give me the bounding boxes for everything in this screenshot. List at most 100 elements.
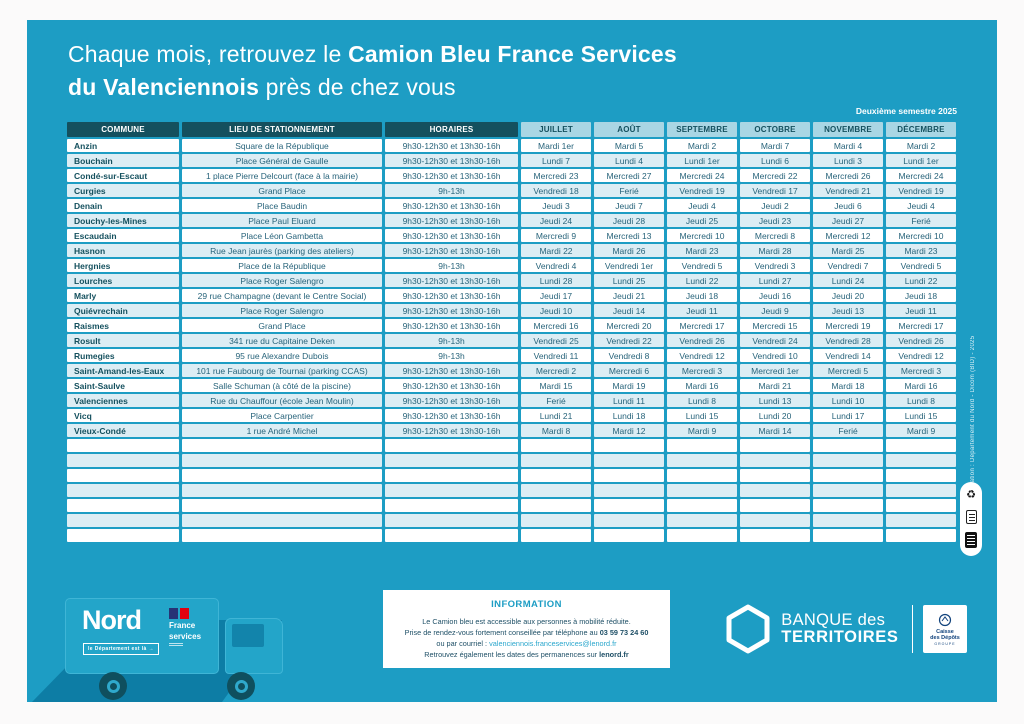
cell-month-date: Lundi 10 [813, 394, 883, 407]
cell-commune: Condé-sur-Escaut [67, 169, 179, 182]
cell-empty [813, 469, 883, 482]
table-row: Rumegies 95 rue Alexandre Dubois 9h-13h Ven… [67, 349, 956, 362]
cell-month-date: Vendredi 17 [740, 184, 810, 197]
camion-bleu-illustration: Nord le Département est là → France serv… [55, 586, 295, 702]
cell-empty [594, 439, 664, 452]
cell-empty [385, 469, 518, 482]
cell-empty [667, 529, 737, 542]
cell-month-date: Vendredi 5 [667, 259, 737, 272]
cell-lieu: Place Roger Salengro [182, 304, 382, 317]
caisse-name-line2: des Dépôts [930, 634, 960, 641]
info-line-2: Prise de rendez-vous fortement conseillé… [383, 627, 670, 638]
cell-month-date: Ferié [886, 214, 956, 227]
cell-lieu: Grand Place [182, 184, 382, 197]
email-link[interactable]: valenciennois.franceservices@lenord.fr [489, 639, 617, 648]
cell-month-date: Jeudi 11 [667, 304, 737, 317]
cell-empty [521, 469, 591, 482]
cell-month-date: Mercredi 8 [740, 229, 810, 242]
cell-horaires: 9h-13h [385, 349, 518, 362]
cell-month-date: Vendredi 3 [740, 259, 810, 272]
cell-empty [740, 514, 810, 527]
cell-empty [667, 439, 737, 452]
cell-month-date: Vendredi 14 [813, 349, 883, 362]
cell-month-date: Mercredi 3 [667, 364, 737, 377]
table-row: Vieux-Condé 1 rue André Michel 9h30-12h30 … [67, 424, 956, 437]
column-header-octobre: OCTOBRE [740, 122, 810, 137]
cell-month-date: Mardi 14 [740, 424, 810, 437]
table-row: Raismes Grand Place 9h30-12h30 et 13h30-16… [67, 319, 956, 332]
cell-commune: Anzin [67, 139, 179, 152]
phone-number: 03 59 73 24 60 [599, 628, 649, 637]
title-line-1: Chaque mois, retrouvez le Camion Bleu Fr… [68, 38, 677, 71]
cell-month-date: Vendredi 26 [886, 334, 956, 347]
france-services-name-line2: services [169, 632, 202, 641]
cell-month-date: Lundi 11 [594, 394, 664, 407]
cell-horaires: 9h30-12h30 et 13h30-16h [385, 214, 518, 227]
france-services-name-line1: France [169, 621, 196, 630]
cell-horaires: 9h30-12h30 et 13h30-16h [385, 424, 518, 437]
table-row: Valenciennes Rue du Chauffour (école Jean… [67, 394, 956, 407]
cell-lieu: 1 rue André Michel [182, 424, 382, 437]
table-row: Rosult 341 rue du Capitaine Deken 9h-13h Ve… [67, 334, 956, 347]
cell-month-date: Mardi 26 [594, 244, 664, 257]
cell-commune: Rumegies [67, 349, 179, 362]
cell-month-date: Jeudi 14 [594, 304, 664, 317]
cell-lieu: 101 rue Faubourg de Tournai (parking CCA… [182, 364, 382, 377]
cell-commune: Curgies [67, 184, 179, 197]
cell-empty [594, 529, 664, 542]
cell-horaires: 9h30-12h30 et 13h30-16h [385, 319, 518, 332]
cell-month-date: Jeudi 20 [813, 289, 883, 302]
cell-month-date: Lundi 24 [813, 274, 883, 287]
cell-horaires: 9h30-12h30 et 13h30-16h [385, 304, 518, 317]
cell-empty [813, 499, 883, 512]
cell-horaires: 9h30-12h30 et 13h30-16h [385, 394, 518, 407]
cell-month-date: Vendredi 11 [521, 349, 591, 362]
cell-empty [521, 439, 591, 452]
info-line2-text: Prise de rendez-vous fortement conseillé… [404, 628, 598, 637]
table-row-empty [67, 469, 956, 482]
info-line4-text: Retrouvez également les dates des perman… [424, 650, 598, 659]
cell-month-date: Jeudi 3 [521, 199, 591, 212]
cell-commune: Vicq [67, 409, 179, 422]
cell-month-date: Mardi 2 [667, 139, 737, 152]
website-label: lenord.fr [599, 650, 629, 659]
cell-empty [182, 454, 382, 467]
cell-empty [594, 514, 664, 527]
cell-horaires: 9h30-12h30 et 13h30-16h [385, 169, 518, 182]
cell-month-date: Jeudi 13 [813, 304, 883, 317]
cell-month-date: Vendredi 24 [740, 334, 810, 347]
cell-month-date: Mercredi 19 [813, 319, 883, 332]
cell-month-date: Mardi 16 [667, 379, 737, 392]
cell-month-date: Mardi 22 [521, 244, 591, 257]
column-header-septembre: SEPTEMBRE [667, 122, 737, 137]
cell-empty [740, 469, 810, 482]
cell-empty [67, 499, 179, 512]
cell-empty [667, 469, 737, 482]
table-header-row: COMMUNE LIEU DE STATIONNEMENT HORAIRES J… [67, 122, 956, 137]
cell-empty [813, 454, 883, 467]
cell-month-date: Lundi 3 [813, 154, 883, 167]
table-row-empty [67, 484, 956, 497]
cell-month-date: Vendredi 4 [521, 259, 591, 272]
nord-tagline: le Département est là → [83, 643, 159, 655]
cell-empty [182, 499, 382, 512]
cell-month-date: Mardi 15 [521, 379, 591, 392]
cell-empty [385, 529, 518, 542]
cell-month-date: Vendredi 1er [594, 259, 664, 272]
cell-empty [667, 499, 737, 512]
caisse-name: Caisse des Dépôts [930, 629, 960, 641]
cell-month-date: Mercredi 5 [813, 364, 883, 377]
cell-month-date: Lundi 28 [521, 274, 591, 287]
cell-empty [67, 514, 179, 527]
cell-lieu: Place Carpentier [182, 409, 382, 422]
caisse-name-line1: Caisse [936, 628, 954, 635]
cell-month-date: Mercredi 17 [886, 319, 956, 332]
cell-empty [813, 439, 883, 452]
cell-horaires: 9h30-12h30 et 13h30-16h [385, 289, 518, 302]
table-row: Anzin Square de la République 9h30-12h30 e… [67, 139, 956, 152]
cell-commune: Marly [67, 289, 179, 302]
cell-month-date: Jeudi 23 [740, 214, 810, 227]
column-header-horaires: HORAIRES [385, 122, 518, 137]
cell-lieu: Place de la République [182, 259, 382, 272]
table-row: Bouchain Place Général de Gaulle 9h30-12h3… [67, 154, 956, 167]
